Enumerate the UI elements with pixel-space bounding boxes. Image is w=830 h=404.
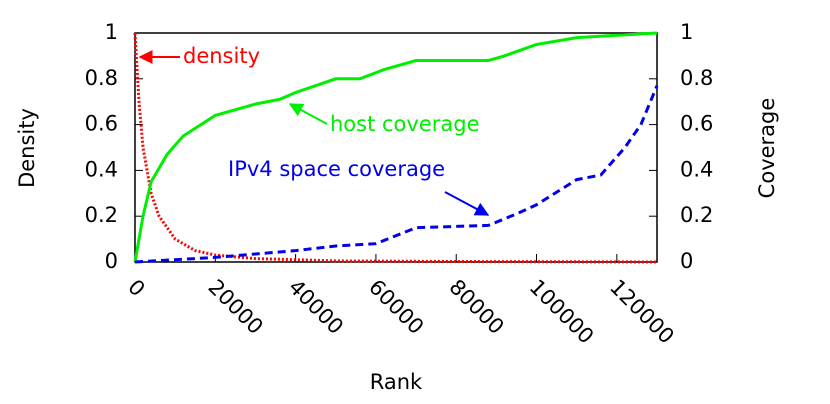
x-tick-label: 120000 bbox=[605, 275, 679, 349]
x-tick-label: 60000 bbox=[364, 275, 428, 339]
plot-frame bbox=[134, 32, 658, 263]
series-line bbox=[133, 31, 658, 263]
series-line bbox=[133, 32, 658, 264]
y-axis-label: Density bbox=[15, 108, 39, 188]
series-annotation: IPv4 space coverage bbox=[228, 157, 445, 181]
annotation-arrow bbox=[288, 103, 328, 125]
annotation-arrow bbox=[444, 191, 490, 216]
x-tick-label: 20000 bbox=[204, 275, 268, 339]
y2-tick-label: 0.8 bbox=[680, 66, 713, 90]
y2-tick-label: 0.2 bbox=[680, 203, 713, 227]
series-annotation: density bbox=[183, 44, 260, 68]
series-line bbox=[134, 85, 659, 264]
y-tick-label: 0 bbox=[105, 249, 118, 273]
x-tick-label: 100000 bbox=[525, 275, 599, 349]
x-tick-label: 80000 bbox=[444, 275, 508, 339]
y2-tick-label: 0 bbox=[680, 249, 693, 273]
y2-tick-label: 1 bbox=[680, 20, 693, 44]
y2-tick-label: 0.6 bbox=[680, 112, 713, 136]
x-tick-label: 0 bbox=[123, 275, 149, 301]
y2-axis-label: Coverage bbox=[755, 98, 779, 199]
y-tick-label: 0.2 bbox=[85, 203, 118, 227]
series-annotation: host coverage bbox=[330, 112, 480, 136]
y-tick-label: 1 bbox=[105, 20, 118, 44]
y-tick-label: 0.6 bbox=[85, 112, 118, 136]
y-tick-label: 0.4 bbox=[85, 157, 118, 181]
x-tick-label: 40000 bbox=[284, 275, 348, 339]
x-axis-label: Rank bbox=[370, 370, 423, 394]
y-tick-label: 0.8 bbox=[85, 66, 118, 90]
y2-tick-label: 0.4 bbox=[680, 157, 713, 181]
